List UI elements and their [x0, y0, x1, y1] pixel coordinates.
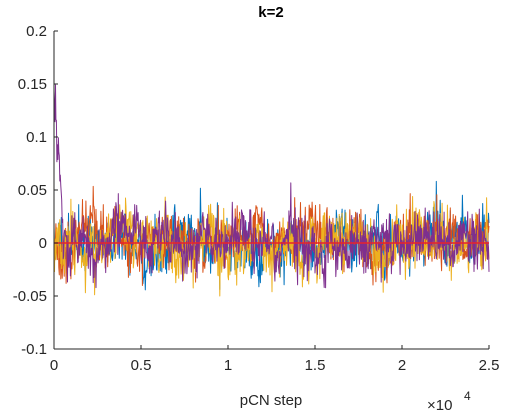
- y-tick-label: -0.05: [13, 288, 47, 305]
- y-tick-label: 0.15: [18, 76, 47, 93]
- y-tick-label: 0: [39, 235, 47, 252]
- x-tick-label: 0.5: [131, 357, 152, 374]
- x-tick-label: 1: [224, 357, 232, 374]
- x-exponent-power: 4: [464, 389, 471, 403]
- x-axis-label: pCN step: [240, 392, 303, 409]
- y-tick-label: 0.1: [26, 129, 47, 146]
- y-tick-label: -0.1: [21, 341, 47, 358]
- x-tick-label: 2.5: [479, 357, 500, 374]
- y-tick-label: 0.05: [18, 182, 47, 199]
- series-layer: [53, 84, 490, 297]
- x-tick-label: 1.5: [305, 357, 326, 374]
- x-exponent: ×10 4: [427, 389, 471, 414]
- x-tick-label: 0: [50, 357, 58, 374]
- y-tick-label: 0.2: [26, 23, 47, 40]
- x-exponent-base: ×10: [427, 397, 452, 414]
- chart-title: k=2: [258, 4, 283, 21]
- x-tick-label: 2: [398, 357, 406, 374]
- axes: 0 0.5 1 1.5 2 2.5 -0.1 -0.05 0 0.05 0.1 0.15 0.2: [13, 23, 500, 374]
- series-line-4: [53, 84, 490, 289]
